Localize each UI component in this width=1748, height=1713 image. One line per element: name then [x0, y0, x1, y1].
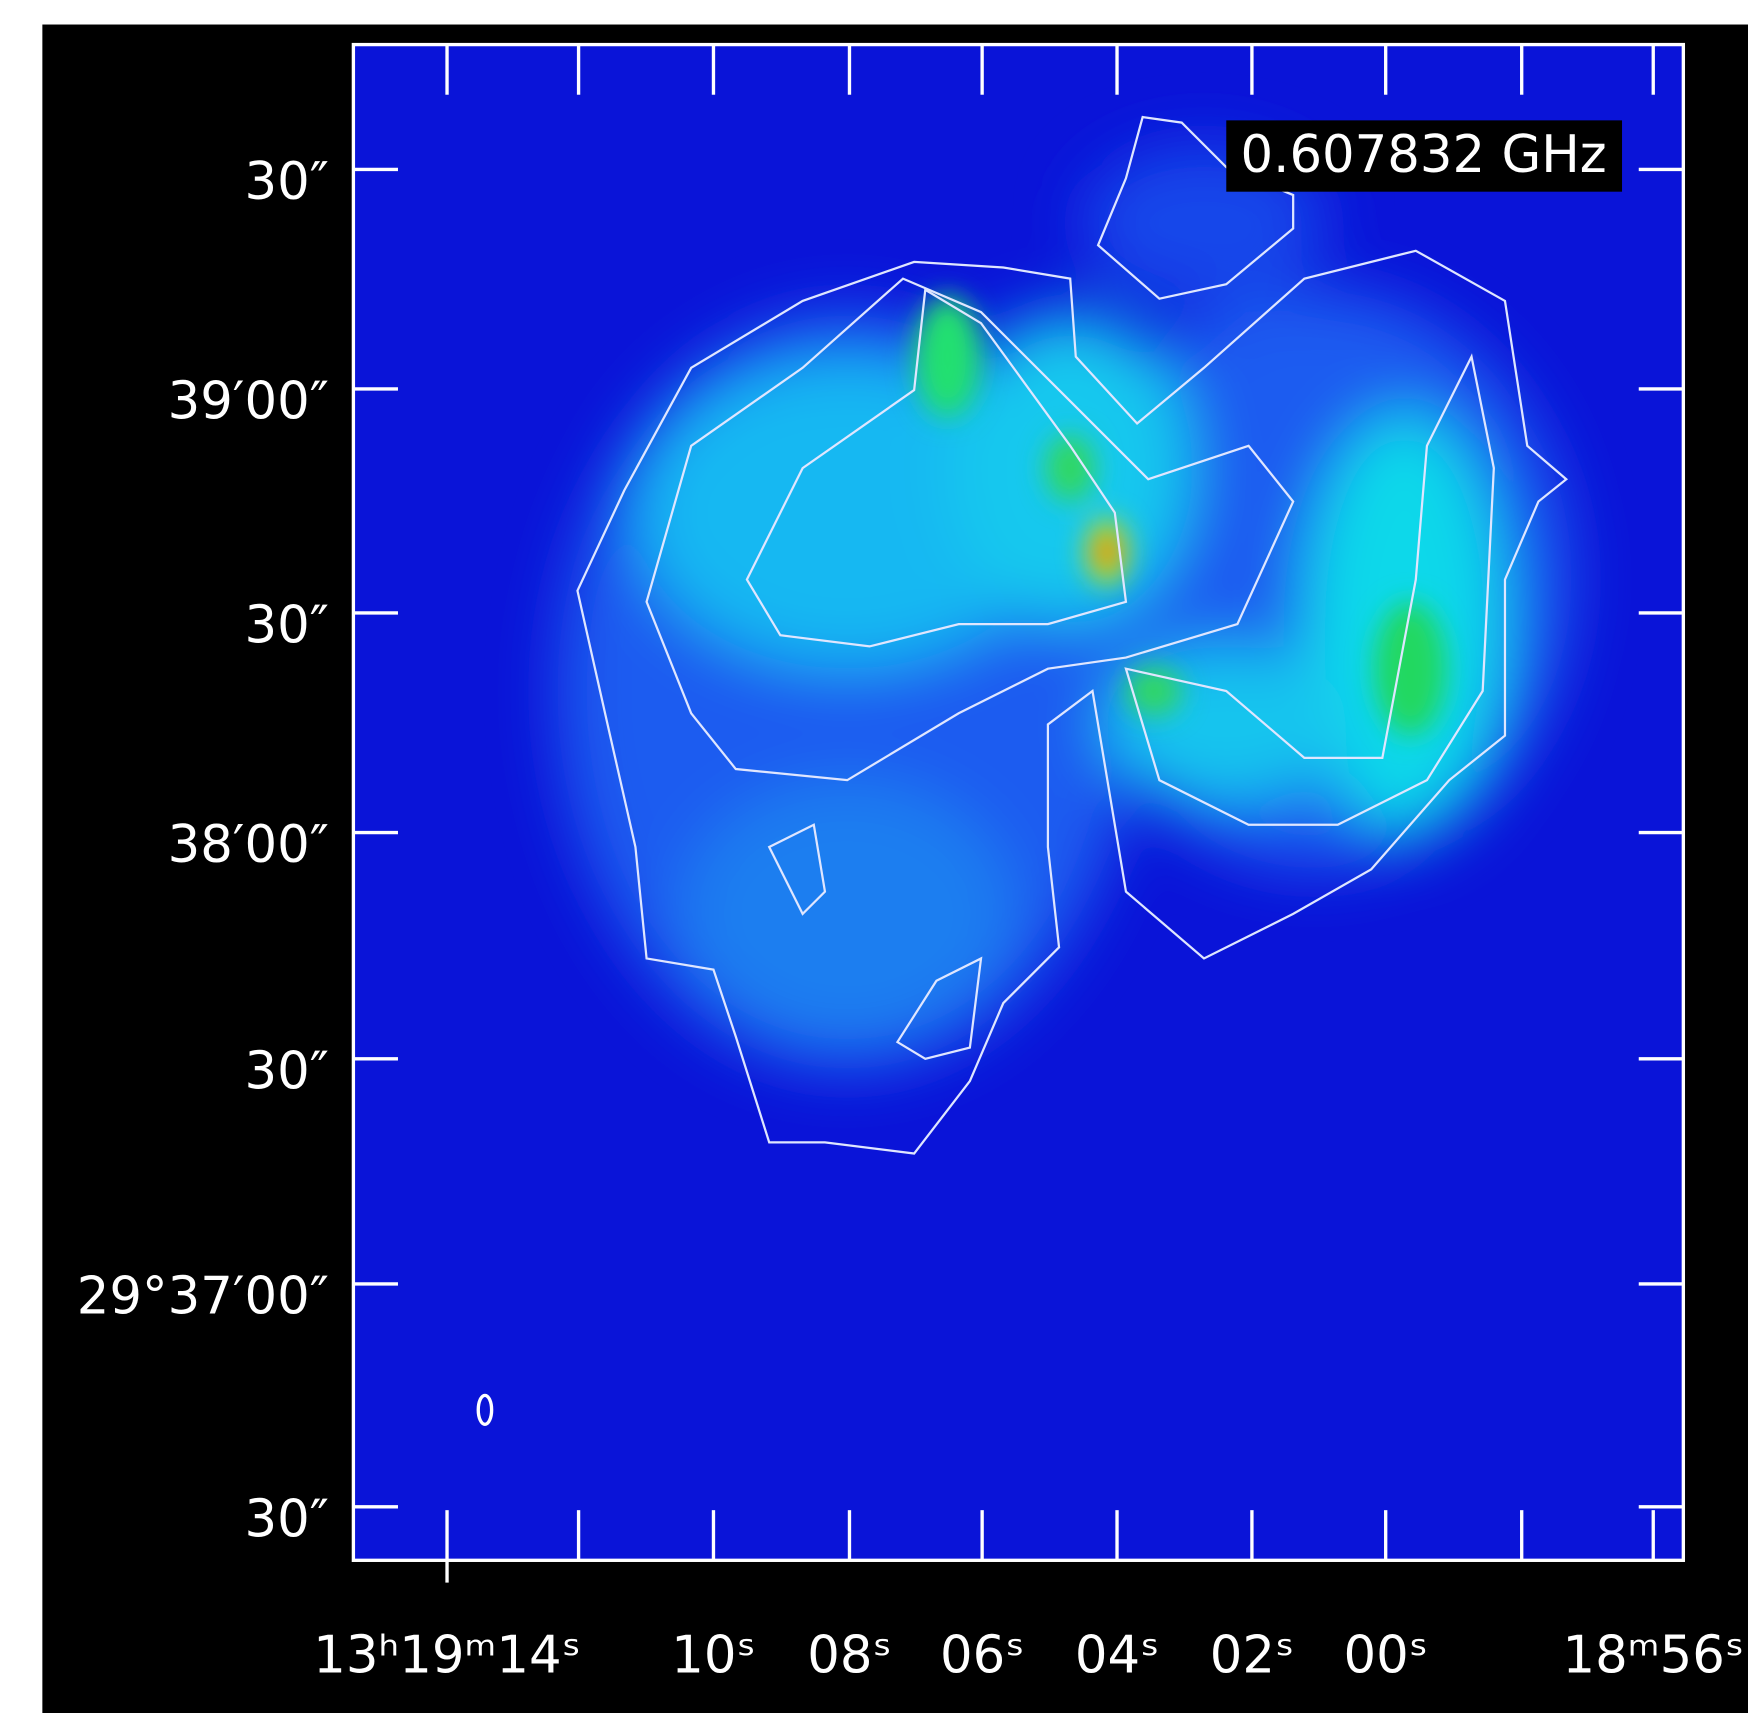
- x-tick-label: 04ˢ: [1075, 1625, 1159, 1685]
- y-tick-label: 29°37′00″: [77, 1267, 329, 1327]
- contour: [745, 287, 1128, 648]
- x-tick-labels: 13ʰ19ᵐ14ˢ 10ˢ 08ˢ 06ˢ 04ˢ 02ˢ 00ˢ 18ᵐ56ˢ: [313, 1625, 1744, 1685]
- x-tick-label: 10ˢ: [671, 1625, 755, 1685]
- contour: [895, 956, 983, 1060]
- y-tick-label: 39′00″: [168, 372, 329, 432]
- x-tick-label: 00ˢ: [1344, 1625, 1428, 1685]
- x-tick-label: 18ᵐ56ˢ: [1562, 1625, 1744, 1685]
- contour: [1124, 353, 1495, 826]
- x-tick-label: 13ʰ19ᵐ14ˢ: [313, 1625, 581, 1685]
- contour: [645, 277, 1295, 782]
- y-tick-labels: 30″ 39′00″ 30″ 38′00″ 30″ 29°37′00″ 30″: [77, 152, 329, 1549]
- ticks: [353, 167, 1684, 1509]
- x-tick-label: 06ˢ: [940, 1625, 1024, 1685]
- y-tick-label: 30″: [244, 1489, 328, 1549]
- contour: [767, 823, 827, 916]
- y-tick-label: 30″: [244, 1041, 328, 1101]
- beam: [476, 1393, 494, 1427]
- y-tick-label: 30″: [244, 596, 328, 656]
- frame: [351, 42, 1686, 1562]
- x-tick-label: 08ˢ: [807, 1625, 891, 1685]
- frequency-label: 0.607832 GHz: [1241, 125, 1607, 185]
- label-box: [1226, 120, 1623, 192]
- image: [353, 44, 1684, 1561]
- y-tick-label: 30″: [244, 152, 328, 212]
- x-tick-label: 02ˢ: [1210, 1625, 1294, 1685]
- x-ticks: [445, 44, 1655, 1583]
- contours: [576, 115, 1569, 1155]
- y-tick-label: 38′00″: [168, 815, 329, 875]
- contour: [576, 249, 1569, 1155]
